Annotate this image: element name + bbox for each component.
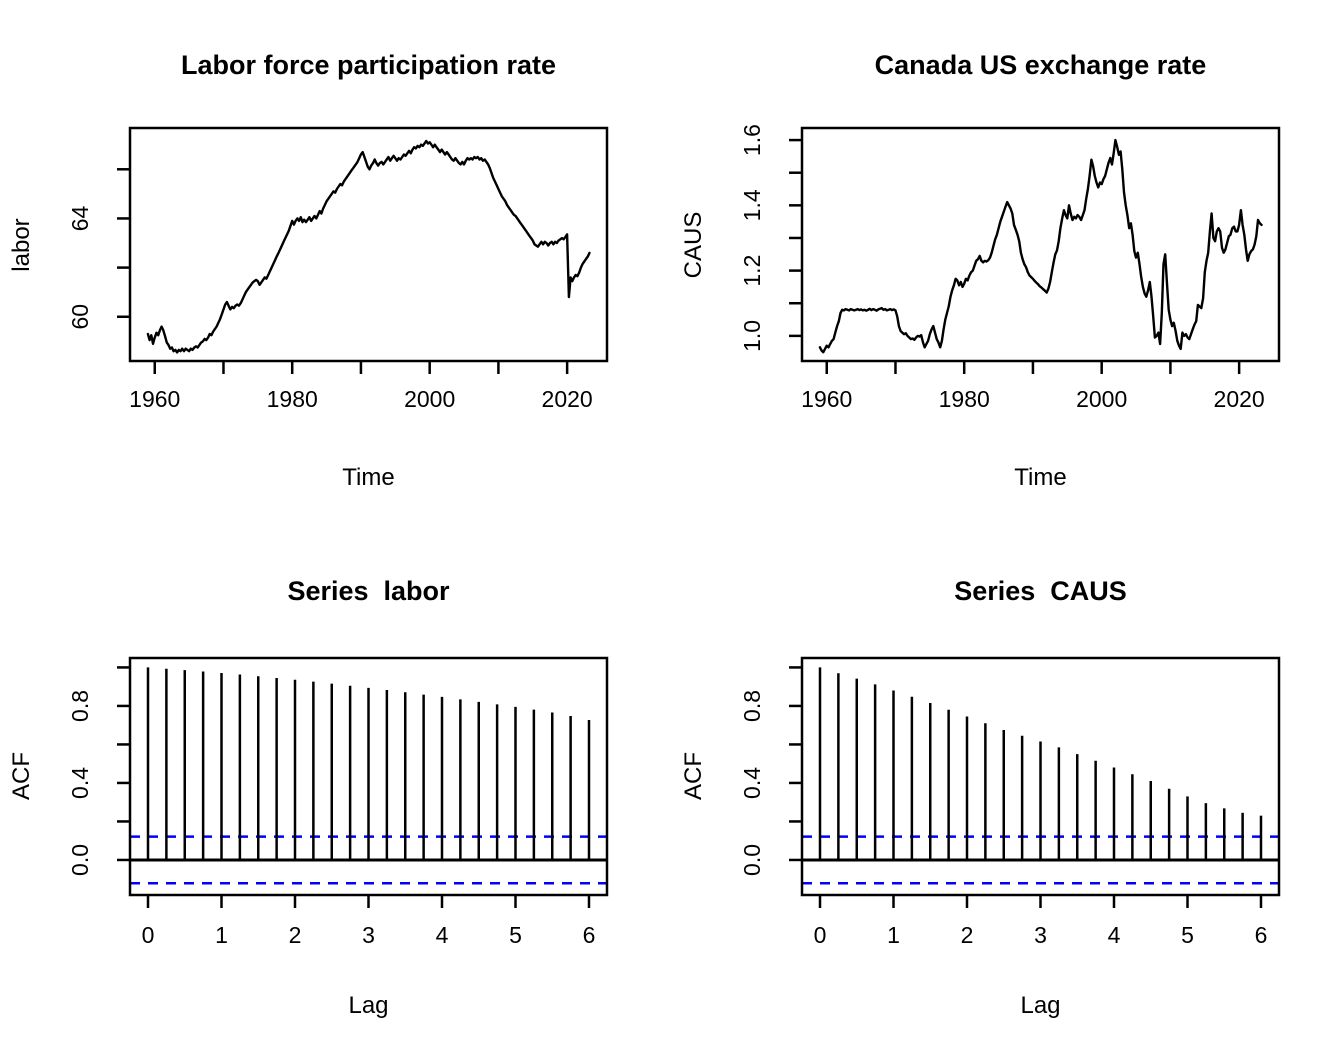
- plot-box: [128, 656, 609, 897]
- labor-acf-plot: 0 1 2 3 4 5 6 0.0 0.4 0.8: [67, 656, 609, 948]
- x-tick-label: 2020: [542, 386, 593, 412]
- panel-labor-timeseries: 1960 1980 2000 2020 60 64 Labor force partici…: [0, 0, 672, 528]
- x-tick-label: 1960: [129, 386, 180, 412]
- y-tick-label: 1.6: [739, 124, 765, 156]
- plot-box: [128, 126, 609, 363]
- x-axis-label: Lag: [348, 992, 389, 1019]
- x-tick-label: 4: [1108, 922, 1121, 948]
- x-tick-label: 6: [1255, 922, 1268, 948]
- y-tick-label: 64: [67, 205, 93, 231]
- y-axis-label: CAUS: [680, 211, 707, 279]
- y-tick-label: 0.8: [739, 690, 765, 722]
- panel-caus-acf: 0 1 2 3 4 5 6 0.0 0.4 0.8 Series CAUS ACF Lag: [672, 528, 1344, 1056]
- x-axis-label: Time: [1014, 464, 1067, 491]
- series-line: [146, 139, 591, 354]
- x-tick-label: 2000: [1076, 386, 1127, 412]
- caus-acf-plot: 0 1 2 3 4 5 6 0.0 0.4 0.8: [739, 656, 1281, 948]
- x-tick-label: 1980: [267, 386, 318, 412]
- y-tick-label: 1.2: [739, 255, 765, 287]
- caus-timeseries-plot: 1960 1980 2000 2020 1.0 1.2 1.4 1.6: [739, 124, 1281, 412]
- y-tick-label: 0.4: [67, 767, 93, 799]
- labor-timeseries-plot: 1960 1980 2000 2020 60 64: [67, 126, 609, 412]
- x-tick-label: 3: [1034, 922, 1047, 948]
- plot-box: [800, 656, 1281, 897]
- y-tick-label: 0.0: [739, 844, 765, 876]
- plot-title: Series labor: [287, 576, 450, 606]
- plot-title: Series CAUS: [954, 576, 1127, 606]
- x-tick-label: 6: [583, 922, 596, 948]
- y-tick-label: 60: [67, 304, 93, 330]
- x-tick-label: 0: [142, 922, 155, 948]
- y-axis-label: ACF: [680, 752, 707, 800]
- x-tick-label: 4: [436, 922, 449, 948]
- x-tick-label: 5: [1181, 922, 1194, 948]
- series-line: [818, 138, 1263, 354]
- x-tick-label: 1: [887, 922, 900, 948]
- plot-title: Labor force participation rate: [180, 50, 557, 80]
- x-tick-label: 1960: [801, 386, 852, 412]
- x-tick-label: 2020: [1214, 386, 1265, 412]
- y-tick-label: 1.4: [739, 189, 765, 221]
- y-tick-label: 1.0: [739, 320, 765, 352]
- x-tick-label: 5: [509, 922, 522, 948]
- x-axis-label: Lag: [1020, 992, 1061, 1019]
- x-tick-label: 3: [362, 922, 375, 948]
- y-tick-label: 0.0: [67, 844, 93, 876]
- y-axis-label: ACF: [8, 752, 35, 800]
- x-tick-label: 2: [289, 922, 302, 948]
- x-tick-label: 1: [215, 922, 228, 948]
- y-axis-label: labor: [8, 218, 35, 272]
- x-tick-label: 2000: [404, 386, 455, 412]
- x-tick-label: 1980: [939, 386, 990, 412]
- plot-title: Canada US exchange rate: [874, 50, 1207, 80]
- y-tick-label: 0.8: [67, 690, 93, 722]
- y-tick-label: 0.4: [739, 767, 765, 799]
- plot-box: [800, 126, 1281, 363]
- x-tick-label: 2: [961, 922, 974, 948]
- panel-labor-acf: 0 1 2 3 4 5 6 0.0 0.4 0.8 Series labor ACF Lag: [0, 528, 672, 1056]
- panel-caus-timeseries: 1960 1980 2000 2020 1.0 1.2 1.4 1.6 Canada US e…: [672, 0, 1344, 528]
- x-tick-label: 0: [814, 922, 827, 948]
- x-axis-label: Time: [342, 464, 395, 491]
